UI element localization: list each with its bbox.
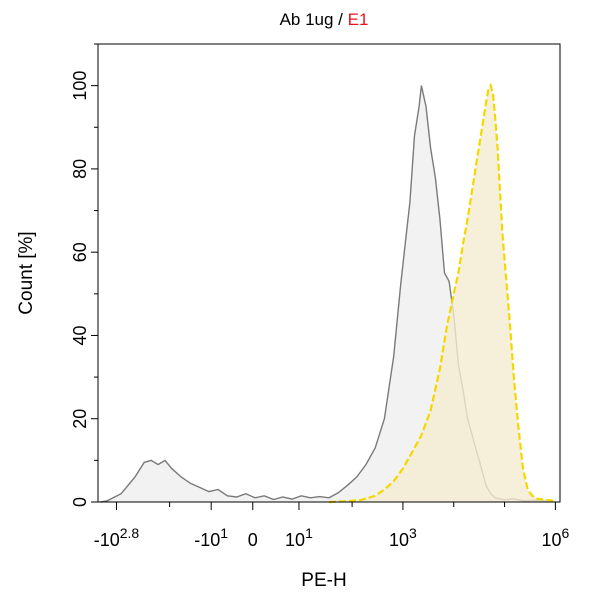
series-2 (328, 82, 556, 504)
y-tick-label: 0 (70, 497, 90, 507)
y-tick-label: 100 (70, 71, 90, 101)
chart-title-highlight: E1 (348, 10, 369, 29)
y-axis: 0 20 40 60 80 100 (70, 43, 98, 507)
series-2-line (328, 82, 556, 504)
x-tick-label: 101 (285, 525, 313, 550)
y-tick-label: 40 (70, 325, 90, 345)
y-tick-label: 20 (70, 409, 90, 429)
y-axis-label: Count [%] (16, 231, 37, 314)
x-tick-label: 106 (541, 525, 569, 550)
x-axis: -102.8 -101 0 101 103 106 (94, 502, 569, 550)
chart-title: Ab 1ug / E1 (280, 10, 369, 29)
x-axis-label: PE-H (301, 570, 346, 591)
x-tick-label: -102.8 (94, 525, 140, 550)
series-layer (100, 82, 556, 504)
x-tick-label: 103 (389, 525, 417, 550)
x-tick-label: -101 (194, 525, 228, 550)
y-tick-label: 80 (70, 159, 90, 179)
y-tick-label: 60 (70, 242, 90, 262)
plot-frame (97, 43, 561, 503)
x-tick-label: 0 (248, 530, 258, 550)
chart-title-text: Ab 1ug / (280, 10, 348, 29)
